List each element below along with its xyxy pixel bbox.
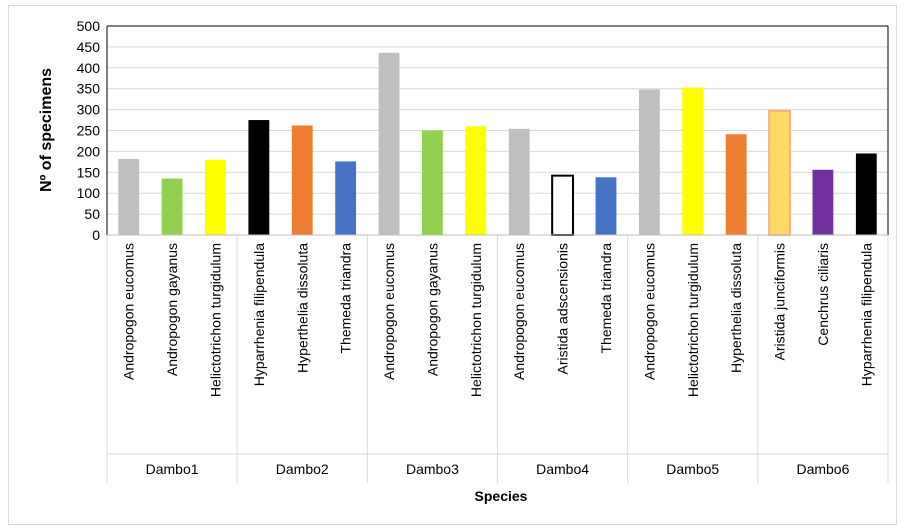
bar [118, 158, 140, 235]
y-tick-label: 100 [77, 185, 101, 201]
y-tick-label: 350 [77, 81, 101, 97]
category-label: Andropogon eucomus [511, 243, 527, 380]
category-label: Andropogon eucomus [121, 243, 137, 380]
bar [551, 174, 574, 236]
category-label: Andropogon gayanus [424, 243, 440, 376]
bar [335, 161, 357, 235]
group-label: Dambo1 [146, 461, 199, 477]
bar [465, 126, 487, 235]
bars [118, 52, 877, 236]
y-tick-label: 200 [77, 143, 101, 159]
bar [508, 128, 530, 235]
axes [106, 25, 889, 483]
bar [378, 52, 400, 235]
bar [291, 125, 313, 235]
group-label: Dambo5 [666, 461, 719, 477]
category-label: Themeda triandra [598, 243, 614, 354]
bar [855, 153, 877, 235]
y-tick-label: 400 [77, 60, 101, 76]
bar [595, 177, 617, 235]
category-label: Andropogon gayanus [164, 243, 180, 376]
category-labels: Andropogon eucomus Andropogon gayanus Heli… [121, 243, 875, 397]
group-label: Dambo4 [536, 461, 589, 477]
category-label: Hyparrhenia filipendula [858, 243, 874, 386]
y-tick-label: 50 [84, 206, 100, 222]
bar-chart: 0 50 100 150 200 250 300 350 400 450 500 Andropogo… [38, 18, 889, 504]
category-label: Aristida adscensionis [555, 243, 571, 375]
bar [248, 120, 270, 235]
y-tick-label: 250 [77, 123, 101, 139]
y-tick-labels: 0 50 100 150 200 250 300 350 400 450 500 [77, 18, 101, 243]
bar [161, 178, 183, 235]
category-label: Hyperthelia dissoluta [294, 243, 310, 373]
bar [682, 87, 704, 235]
y-tick-label: 0 [92, 227, 100, 243]
bar [205, 159, 226, 235]
y-tick-label: 300 [77, 102, 101, 118]
bar [725, 134, 747, 235]
category-label: Andropogon eucomus [381, 243, 397, 380]
y-tick-label: 450 [77, 39, 101, 55]
category-label: Andropogon eucomus [641, 243, 657, 380]
y-axis-title: Nº of specimens [38, 68, 55, 192]
chart-frame: 0 50 100 150 200 250 300 350 400 450 500 Andropogo… [8, 5, 897, 525]
category-label: Hyperthelia dissoluta [728, 243, 744, 373]
category-label: Cenchrus ciliaris [815, 243, 831, 346]
category-label: Helictotrichon turgidulum [207, 243, 223, 397]
category-label: Hyparrhenia filipendula [251, 243, 267, 386]
group-label: Dambo2 [276, 461, 329, 477]
y-tick-label: 150 [77, 164, 101, 180]
category-label: Aristida junciformis [772, 243, 788, 360]
group-labels: Dambo1 Dambo2 Dambo3 Dambo4 Dambo5 Dambo6 [146, 461, 850, 477]
category-label: Helictotrichon turgidulum [685, 243, 701, 397]
bar [812, 169, 834, 235]
category-label: Themeda triandra [338, 243, 354, 354]
y-tick-label: 500 [77, 18, 101, 34]
category-label: Helictotrichon turgidulum [468, 243, 484, 397]
group-label: Dambo6 [796, 461, 849, 477]
bar [638, 89, 660, 235]
group-label: Dambo3 [406, 461, 459, 477]
bar [768, 109, 791, 236]
bar [422, 130, 443, 235]
x-axis-title: Species [475, 488, 528, 504]
